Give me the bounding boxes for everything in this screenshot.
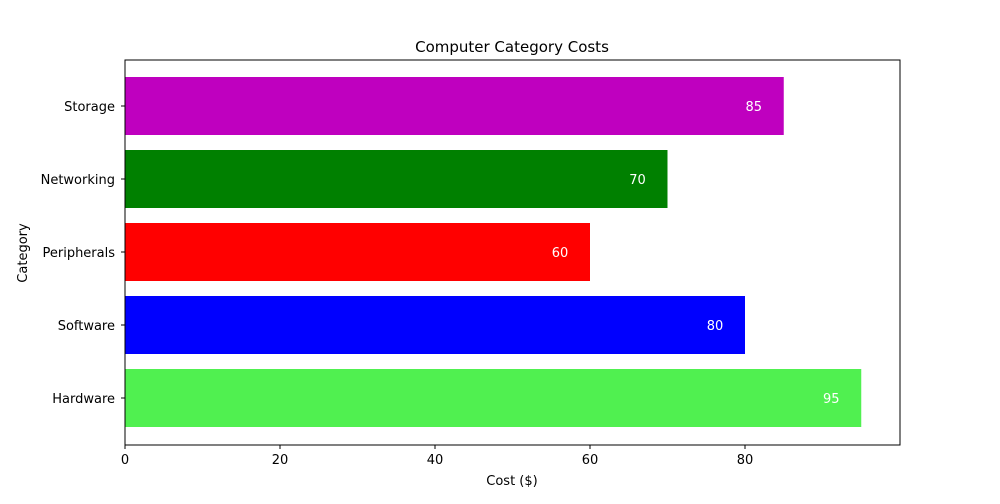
bar-software: [125, 296, 745, 354]
bar-storage: [125, 77, 784, 135]
x-axis-title: Cost ($): [486, 474, 537, 489]
data-label-storage: 85: [745, 100, 762, 115]
bar-networking: [125, 150, 668, 208]
y-tick-label-hardware: Hardware: [52, 392, 115, 407]
x-axis: 0 20 40 60 80: [121, 445, 753, 468]
y-axis: Hardware Software Peripherals Networking Sto…: [41, 100, 125, 407]
y-tick-label-storage: Storage: [64, 100, 115, 115]
bars-layer: [125, 77, 862, 427]
x-tick-label-60: 60: [582, 453, 599, 468]
bar-hardware: [125, 369, 862, 427]
x-tick-label-0: 0: [121, 453, 129, 468]
data-label-software: 80: [707, 319, 724, 334]
data-label-networking: 70: [629, 173, 646, 188]
x-tick-label-20: 20: [272, 453, 289, 468]
bar-peripherals: [125, 223, 590, 281]
y-tick-label-peripherals: Peripherals: [42, 246, 115, 261]
data-label-peripherals: 60: [552, 246, 569, 261]
chart-title: Computer Category Costs: [415, 38, 609, 56]
x-tick-label-80: 80: [737, 453, 754, 468]
y-axis-title: Category: [16, 223, 31, 283]
y-tick-label-networking: Networking: [41, 173, 115, 188]
x-tick-label-40: 40: [427, 453, 444, 468]
y-tick-label-software: Software: [58, 319, 115, 334]
data-label-hardware: 95: [823, 392, 840, 407]
data-labels-layer: 95 80 60 70 85: [552, 100, 840, 407]
